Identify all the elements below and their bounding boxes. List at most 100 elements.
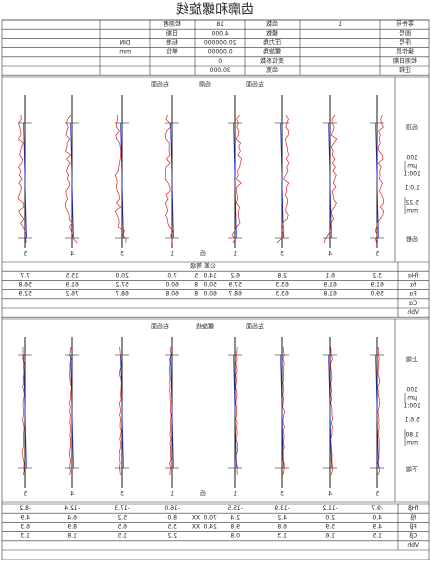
cell-value: 68.7 bbox=[115, 291, 129, 298]
cell-value: 5.9 bbox=[325, 524, 335, 531]
tolerance: 24.0 bbox=[203, 524, 217, 531]
trace bbox=[231, 114, 242, 244]
header-label: 单位 bbox=[166, 48, 178, 56]
cell-value: 15.5 bbox=[65, 272, 79, 279]
header-value: mm bbox=[119, 49, 131, 56]
scale-label: 1.80 bbox=[405, 432, 419, 439]
header-label: 变位系数 bbox=[260, 57, 284, 65]
center-label: 齿 bbox=[200, 250, 206, 258]
axis-label: 下端 bbox=[406, 466, 418, 474]
tooth-label: 1 bbox=[170, 251, 174, 258]
cell-value: 7.7 bbox=[20, 272, 30, 279]
cell-value: 68.7 bbox=[228, 291, 242, 298]
trace-fit bbox=[23, 354, 27, 469]
header-label: 图号 bbox=[399, 30, 411, 37]
center-label: 齿 bbox=[200, 490, 206, 498]
grade: XX bbox=[192, 514, 200, 521]
header-value: 4.000 bbox=[211, 30, 228, 37]
header-value: 30.000 bbox=[210, 67, 231, 74]
row-label: Fβ bbox=[409, 524, 416, 531]
row-label: Vbh bbox=[407, 309, 419, 316]
flank-label: 右齿面 bbox=[151, 81, 169, 89]
axis-label: 上端 bbox=[406, 356, 418, 364]
tooth-label: 3 bbox=[120, 491, 124, 498]
tolerance: 60.0 bbox=[203, 291, 217, 298]
cell-value: 9.8 bbox=[230, 524, 240, 531]
cell-value: 6.1 bbox=[325, 272, 335, 279]
trace-fit bbox=[170, 122, 174, 239]
cell-value: 60.8 bbox=[165, 291, 179, 298]
header-value: 1 bbox=[338, 21, 342, 28]
header-label: 日期 bbox=[166, 29, 178, 37]
trace-fit bbox=[120, 122, 124, 239]
cell-value: -17.3 bbox=[114, 505, 130, 512]
cell-value: 20.0 bbox=[115, 272, 129, 279]
trace-fit bbox=[120, 354, 124, 469]
scale-label: mm bbox=[406, 208, 418, 215]
cell-value: 57.2 bbox=[115, 282, 129, 289]
cell-value: 6.5 bbox=[117, 524, 127, 531]
cell-value: 63.3 bbox=[275, 291, 289, 298]
flank-label: 螺旋线 bbox=[196, 323, 214, 331]
header-value: 20.000000 bbox=[204, 40, 237, 47]
cell-value: 2.4 bbox=[230, 514, 240, 521]
trace-fit bbox=[280, 122, 284, 239]
cell-value: 4.9 bbox=[20, 514, 30, 521]
trace bbox=[276, 114, 290, 244]
header-value: 0.00000 bbox=[208, 49, 233, 56]
flank-label: 左齿面 bbox=[246, 323, 264, 331]
flank-label: 齿廓 bbox=[199, 81, 211, 89]
cell-value: 61.9 bbox=[370, 282, 384, 289]
header-label: 检测者 bbox=[163, 20, 181, 28]
tolerance: 14.0 bbox=[203, 272, 217, 279]
cell-value: -15.5 bbox=[227, 505, 243, 512]
tol-header: 等级 bbox=[190, 262, 202, 270]
trace-fit bbox=[233, 122, 237, 239]
tooth-label: 5 bbox=[375, 251, 379, 258]
trace bbox=[235, 346, 238, 476]
grade: 5 bbox=[194, 272, 198, 279]
cell-value: 6.2 bbox=[230, 272, 240, 279]
title: 齿廓和螺旋线 bbox=[176, 2, 254, 18]
cell-value: 59.0 bbox=[370, 291, 384, 298]
tooth-label: 5 bbox=[375, 491, 379, 498]
header-label: 标准 bbox=[166, 39, 178, 47]
scale-label: 100 bbox=[406, 155, 418, 162]
tolerance: 70.0 bbox=[203, 514, 217, 521]
header-label: 齿数 bbox=[266, 20, 278, 28]
cell-value: 76.2 bbox=[65, 291, 79, 298]
trace-fit bbox=[233, 354, 237, 469]
header-value: 0 bbox=[218, 58, 222, 65]
trace bbox=[330, 346, 333, 476]
flank-label: 右齿面 bbox=[151, 323, 169, 331]
header-label: 模数 bbox=[266, 29, 278, 37]
cell-value: 0.8 bbox=[230, 533, 240, 540]
row-label: fHβ bbox=[408, 505, 419, 512]
cell-value: 60.0 bbox=[165, 282, 179, 289]
cell-value: 56.8 bbox=[18, 282, 32, 289]
cell-value: -16.0 bbox=[164, 505, 180, 512]
row-label: Cβ bbox=[409, 533, 417, 540]
trace bbox=[374, 114, 385, 244]
row-label: fβ bbox=[410, 514, 416, 521]
cell-value: 61.9 bbox=[323, 282, 337, 289]
trace-fit bbox=[328, 354, 332, 469]
tooth-label: 4 bbox=[328, 491, 332, 498]
header-label: 螺旋角 bbox=[263, 48, 281, 56]
cell-value: 1.3 bbox=[20, 533, 30, 540]
scale-label: µm bbox=[407, 395, 417, 402]
cell-value: 8.9 bbox=[67, 524, 77, 531]
cell-value: 4.0 bbox=[372, 514, 382, 521]
scale-label: 5.6:1 bbox=[404, 417, 420, 424]
tooth-label: 5 bbox=[23, 251, 27, 258]
scale-label: 100:1 bbox=[403, 403, 420, 410]
tooth-label: 3 bbox=[280, 491, 284, 498]
tooth-label: 1 bbox=[233, 491, 237, 498]
cell-value: 6.3 bbox=[20, 524, 30, 531]
cell-value: 7.0 bbox=[167, 272, 177, 279]
tooth-label: 4 bbox=[70, 491, 74, 498]
grade: 8 bbox=[194, 282, 198, 289]
tooth-label: 3 bbox=[120, 251, 124, 258]
cell-value: 3.2 bbox=[372, 272, 382, 279]
